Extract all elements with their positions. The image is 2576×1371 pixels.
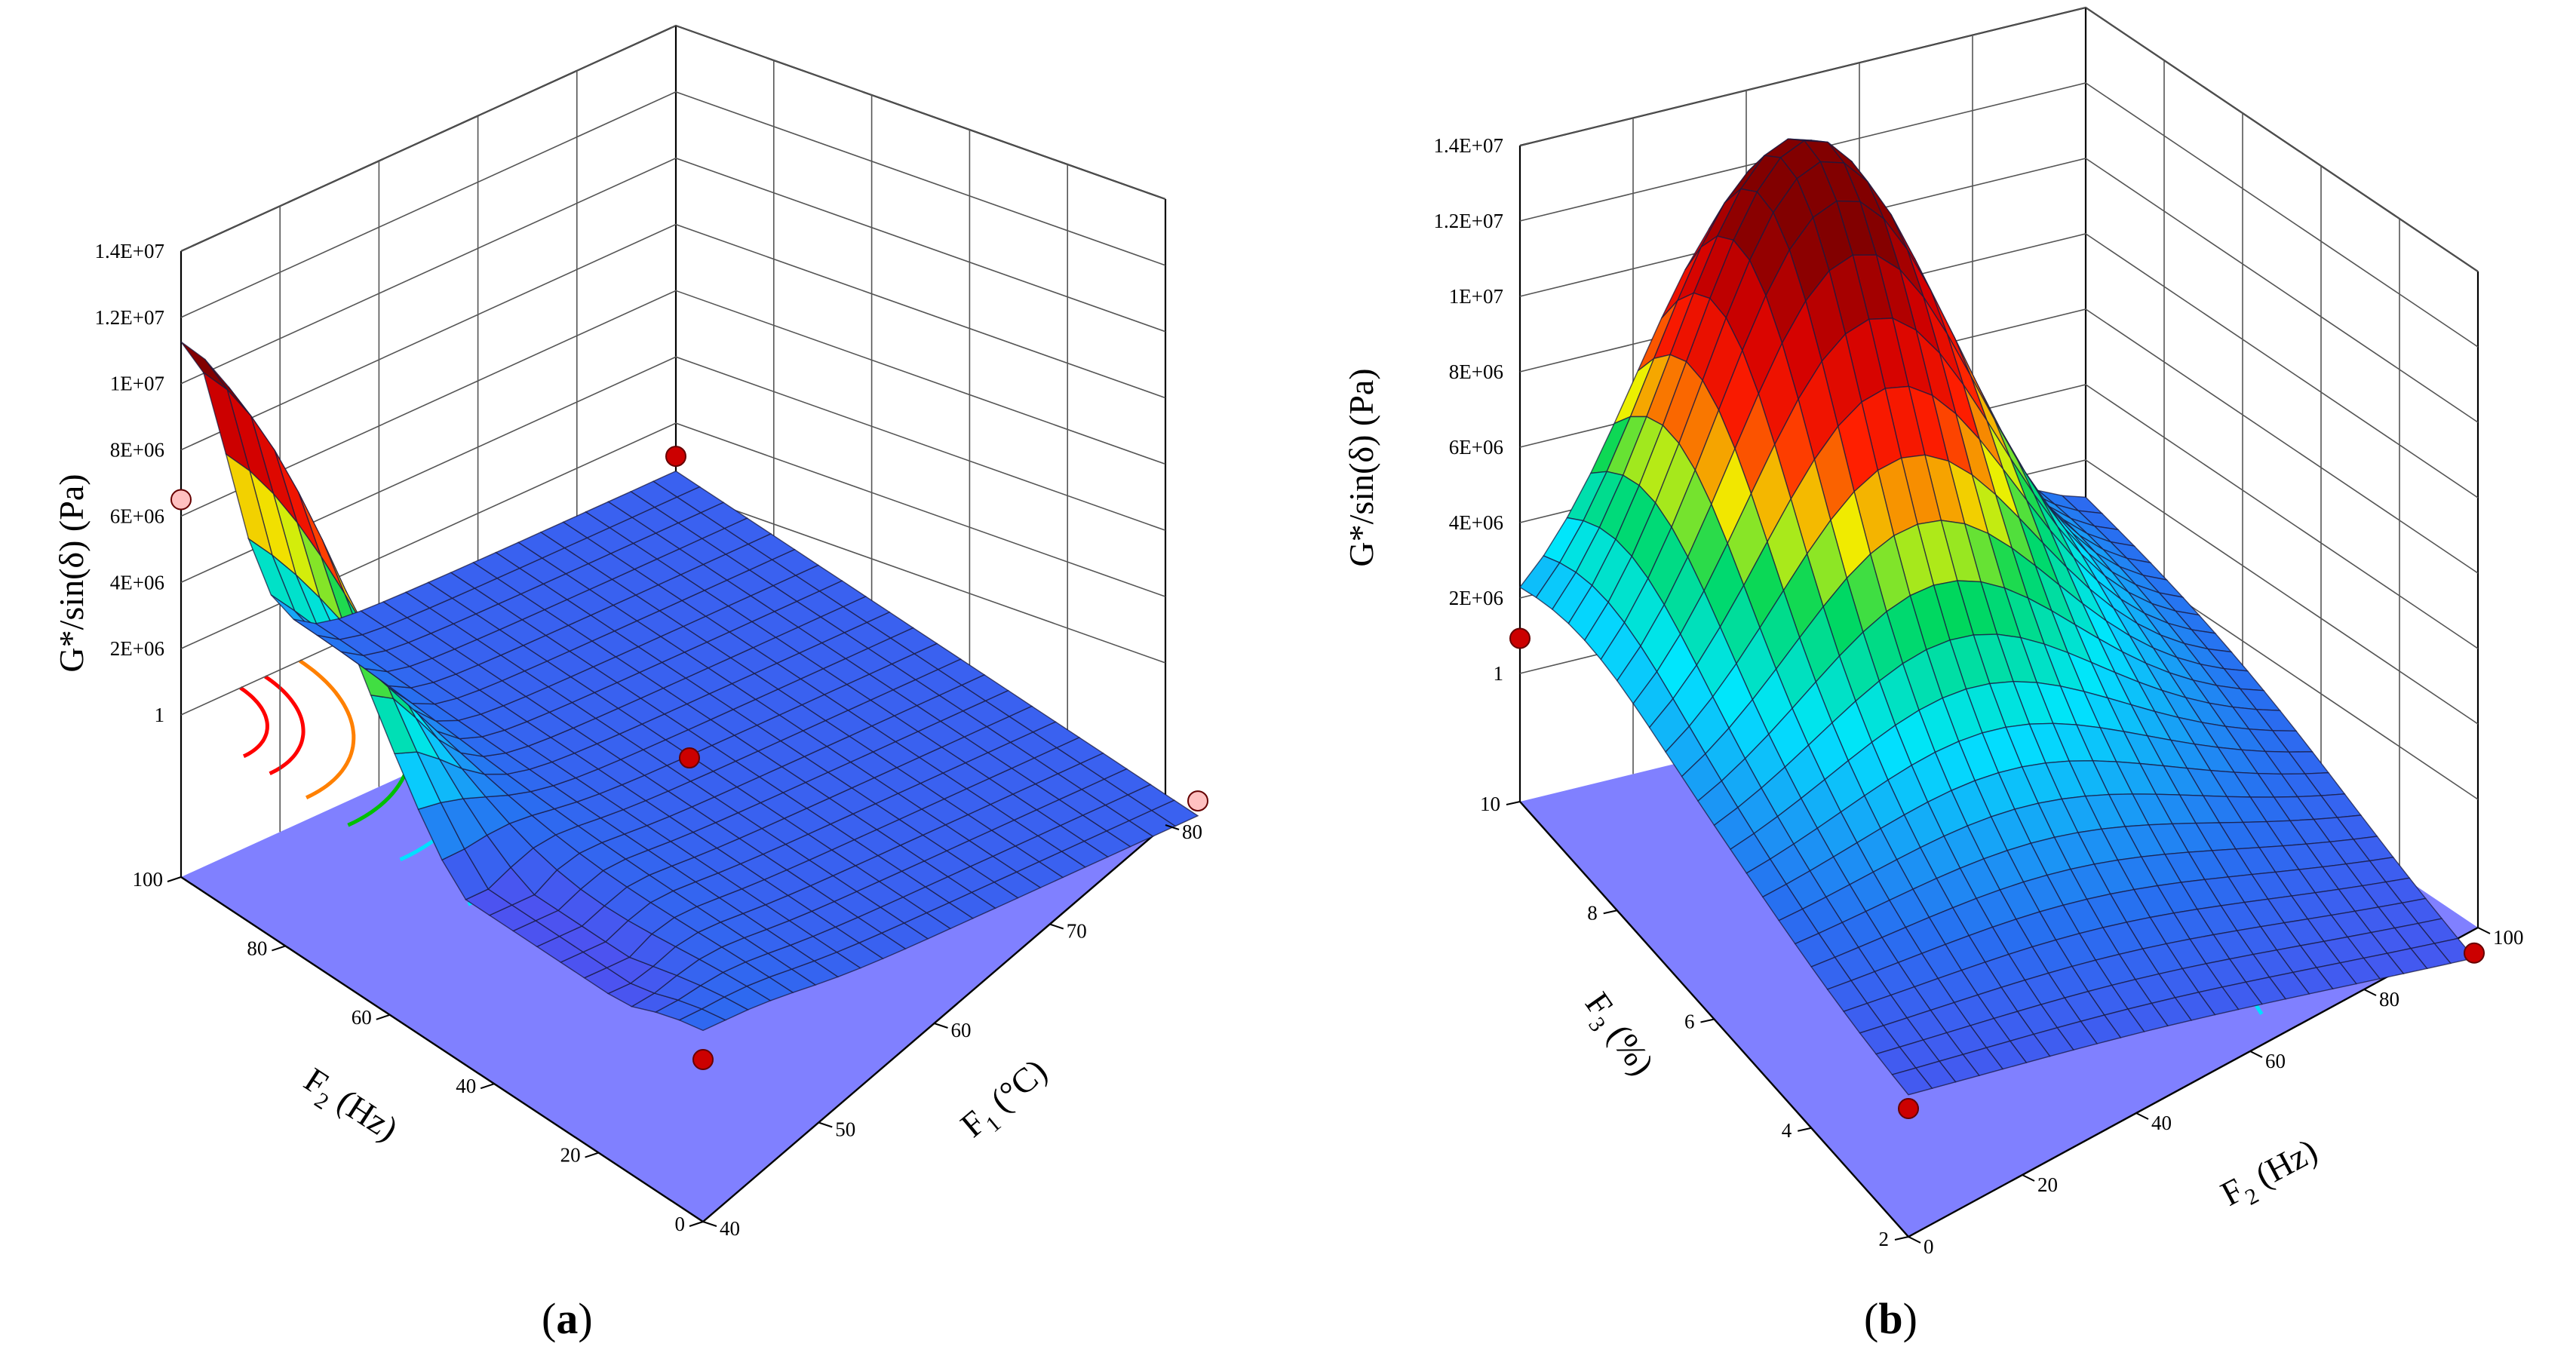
z-tick-label: 1.2E+07 (1434, 210, 1503, 232)
design-point (170, 489, 192, 511)
design-point (1187, 790, 1208, 812)
design-point (665, 446, 686, 468)
x-axis-title-unit: (Hz) (2242, 1131, 2324, 1199)
y-tick-label: 4 (1782, 1119, 1792, 1142)
y-tick (1798, 1127, 1812, 1132)
x-tick (2477, 927, 2491, 934)
x-tick (702, 1221, 717, 1227)
z-gridline (180, 223, 1166, 451)
contour-line (239, 686, 269, 759)
z-tick-label: 4E+06 (1449, 511, 1503, 534)
z-gridline (1519, 7, 2479, 272)
y-axis-title: F3 (%) (1572, 985, 1662, 1086)
x-tick (818, 1121, 833, 1128)
x-tick (2022, 1174, 2035, 1182)
z-axis-title: G*/sin(δ) (Pa) (1342, 368, 1380, 566)
x-tick-label: 60 (2265, 1050, 2286, 1072)
z-gridline (180, 356, 1166, 584)
design-point (1509, 627, 1531, 649)
x-tick-label: 50 (835, 1118, 855, 1141)
x-tick-label: 100 (2493, 926, 2524, 949)
z-tick-label: 1.4E+07 (95, 240, 164, 262)
caption-a: (a) (542, 1294, 593, 1343)
design-point (692, 1049, 714, 1070)
x-tick-label: 20 (2037, 1173, 2058, 1196)
contour-line (264, 675, 305, 775)
z-tick-label: 1 (1494, 662, 1504, 685)
x-tick (1165, 824, 1180, 830)
x-tick (2249, 1050, 2263, 1058)
z-tick-label: 1E+07 (110, 373, 164, 395)
z-axis-title: G*/sin(δ) (Pa) (52, 474, 91, 672)
y-tick (272, 945, 286, 952)
z-tick-label: 6E+06 (110, 505, 164, 527)
x-tick-label: 80 (2379, 988, 2399, 1011)
z-gridline (180, 290, 1166, 517)
caption-b: (b) (1864, 1294, 1917, 1343)
surface-cell (652, 470, 701, 498)
y-tick-label: 80 (247, 937, 267, 959)
y-tick-label: 60 (352, 1006, 372, 1029)
z-gridline (180, 25, 1166, 252)
x-tick (1908, 1236, 1921, 1244)
contour-line (298, 659, 356, 799)
y-tick (1700, 1018, 1715, 1023)
y-tick-label: 100 (133, 868, 164, 891)
y-tick-label: 10 (1480, 793, 1500, 815)
y-tick (1894, 1236, 1909, 1241)
x-axis-title: F2 (Hz) (2215, 1131, 2327, 1219)
y-tick-label: 40 (456, 1075, 476, 1097)
z-tick-label: 1 (155, 704, 165, 726)
y-tick (585, 1152, 599, 1158)
design-point (2464, 942, 2485, 964)
z-gridline (180, 422, 1166, 649)
y-tick-label: 0 (675, 1213, 686, 1235)
z-tick-label: 6E+06 (1449, 436, 1503, 459)
z-gridline (180, 157, 1166, 385)
z-tick-label: 1.4E+07 (1434, 134, 1503, 157)
design-point (679, 747, 700, 769)
z-tick-label: 2E+06 (110, 637, 164, 660)
y-tick-label: 8 (1587, 901, 1598, 924)
design-point (1898, 1098, 1919, 1119)
x-tick (1049, 923, 1064, 930)
x-tick-label: 40 (2151, 1112, 2172, 1134)
y-tick (689, 1221, 704, 1227)
x-tick-label: 0 (1924, 1235, 1934, 1258)
x-tick (2135, 1112, 2149, 1120)
surface-cell (1891, 1067, 1933, 1096)
x-tick (2363, 989, 2377, 996)
z-tick-label: 2E+06 (1449, 587, 1503, 609)
y-tick (167, 876, 182, 882)
z-tick-label: 4E+06 (110, 571, 164, 593)
x-tick-label: 70 (1067, 920, 1087, 943)
z-tick-label: 1.2E+07 (95, 306, 164, 329)
y-tick (1506, 801, 1521, 805)
z-tick-label: 1E+07 (1449, 285, 1503, 308)
z-gridline (1519, 82, 2479, 348)
x-tick-label: 60 (951, 1019, 972, 1041)
z-tick-label: 8E+06 (110, 439, 164, 462)
x-tick-label: 40 (720, 1217, 740, 1240)
z-tick-label: 8E+06 (1449, 360, 1503, 383)
y-tick (480, 1083, 495, 1090)
wall-top (1519, 6, 2479, 272)
x-tick (934, 1023, 948, 1029)
y-tick-label: 20 (560, 1144, 581, 1167)
y-tick (376, 1014, 391, 1020)
y-tick-label: 6 (1684, 1011, 1695, 1033)
z-gridline (180, 90, 1166, 318)
y-tick-label: 2 (1879, 1228, 1890, 1250)
y-tick (1603, 909, 1617, 915)
x-tick-label: 80 (1182, 820, 1202, 843)
